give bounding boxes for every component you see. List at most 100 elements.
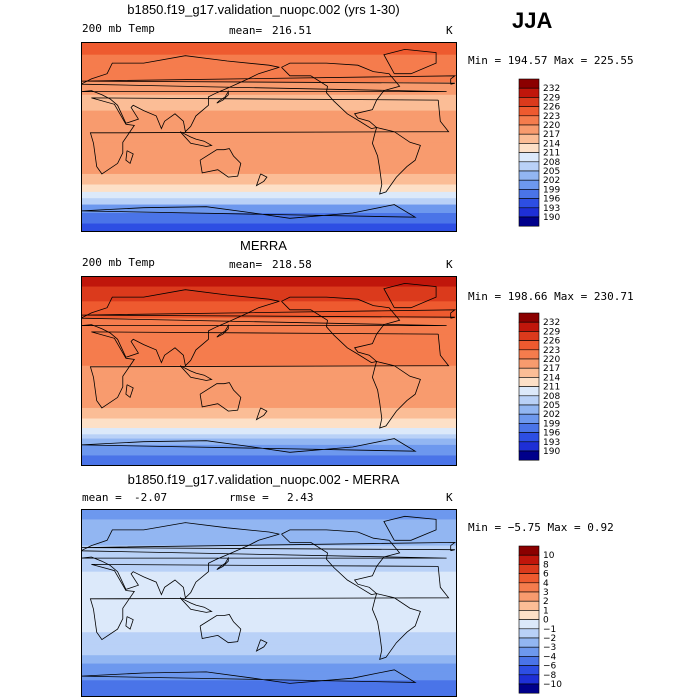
panel-1-colorbar-swatch — [518, 198, 540, 209]
panel-3-colorbar-swatch — [518, 554, 540, 565]
panel-3-colorbar-swatch — [518, 637, 540, 648]
panel-2-coastline — [81, 289, 447, 367]
panel-1-colorbar-label: 229 — [543, 93, 560, 103]
panel-2-colorbar-swatch — [518, 349, 540, 360]
panel-3-colorbar-swatch — [518, 610, 540, 620]
panel-3-band — [81, 603, 457, 620]
panel-3-colorbar-swatch — [518, 600, 540, 611]
panel-3-colorbar-label: −3 — [543, 643, 556, 653]
panel-1-frame — [81, 42, 457, 232]
panel-3-coastline — [281, 529, 401, 596]
panel-3-coastline — [371, 593, 421, 661]
panel-3-minmax: Min = −5.75 Max = 0.92 — [468, 521, 614, 534]
panel-2-minmax: Min = 198.66 Max = 230.71 — [468, 290, 634, 303]
panel-2-band — [81, 418, 457, 429]
panel-2-coastline — [179, 365, 213, 381]
panel-1-band — [81, 184, 457, 193]
panel-3-colorbar-swatch — [518, 646, 540, 657]
panel-3-colorbar-swatch — [518, 656, 540, 666]
panel-2-colorbar-label: 205 — [543, 401, 560, 411]
panel-1-units: K — [446, 24, 453, 37]
panel-2-coastline — [255, 407, 268, 421]
panel-2-coastline — [199, 382, 242, 412]
panel-3-colorbar-label: 6 — [543, 570, 549, 580]
panel-1-band — [81, 82, 457, 96]
panel-3-colorbar-swatch — [518, 674, 540, 685]
panel-2-coastline — [89, 331, 450, 409]
panel-1-band — [81, 191, 457, 199]
panel-3-map — [81, 509, 457, 697]
panel-2-colorbar-label: 232 — [543, 318, 560, 328]
panel-3-coastline — [179, 597, 213, 613]
panel-2-band — [81, 334, 457, 351]
panel-2-band — [81, 428, 457, 435]
panel-3-coastline — [255, 639, 268, 652]
panel-1-coastline — [371, 127, 421, 195]
panel-3-colorbar-label: −10 — [543, 680, 562, 690]
panel-3-coastline — [81, 669, 417, 684]
panel-1-colorbar-swatch — [518, 133, 540, 144]
panel-3-colorbar-swatch — [518, 564, 540, 574]
panel-1-coastline — [199, 148, 242, 178]
panel-1-coastline — [125, 150, 134, 165]
panel-1-colorbar-label: 196 — [543, 195, 560, 205]
panel-3-units: K — [446, 491, 453, 504]
panel-2-variable-label: 200 mb Temp — [82, 256, 155, 269]
panel-2-map — [81, 276, 457, 466]
panel-1-band — [81, 94, 457, 112]
panel-1-minmax: Min = 194.57 Max = 225.55 — [468, 54, 634, 67]
panel-1-colorbar-label: 220 — [543, 121, 560, 131]
panel-1-coastline — [383, 48, 437, 75]
panel-2-band — [81, 318, 457, 335]
panel-1-colorbar-label: 193 — [543, 204, 560, 214]
panel-1-band — [81, 223, 457, 232]
panel-1-colorbar-swatch — [518, 152, 540, 163]
panel-2-band — [81, 349, 457, 367]
panel-1-coastline — [81, 204, 417, 219]
panel-1-band — [81, 126, 457, 143]
panel-2-band — [81, 397, 457, 409]
panel-1-band — [81, 42, 457, 56]
panel-2-colorbar-swatch — [518, 441, 540, 452]
panel-1-colorbar-label: 205 — [543, 167, 560, 177]
panel-1-coastline — [89, 97, 450, 175]
panel-3-band — [81, 571, 457, 588]
panel-2-band — [81, 286, 457, 302]
panel-1-coastline — [281, 62, 401, 130]
panel-3-coastline — [81, 522, 447, 599]
panel-2-band — [81, 365, 457, 383]
panel-3-colorbar-swatch — [518, 591, 540, 602]
panel-3-band — [81, 671, 457, 681]
panel-3-colorbar-label: −2 — [543, 634, 556, 644]
panel-2-colorbar-swatch — [518, 377, 540, 387]
panel-2-colorbar-swatch — [518, 404, 540, 415]
panel-2-colorbar-label: 196 — [543, 429, 560, 439]
panel-1-title: b1850.f19_g17.validation_nuopc.002 (yrs … — [127, 2, 400, 17]
panel-1-coastline — [216, 90, 229, 104]
panel-1-colorbar-label: 232 — [543, 84, 560, 94]
panel-3-colorbar-label: 4 — [543, 579, 549, 589]
panel-2-coastline — [216, 324, 229, 338]
panel-3-band — [81, 644, 457, 656]
panel-1-band — [81, 204, 457, 214]
panel-2-coastline — [81, 309, 457, 319]
panel-2-band — [81, 434, 457, 440]
panel-3-band — [81, 509, 457, 520]
panel-3-colorbar-label: −4 — [543, 652, 557, 662]
panel-2-units: K — [446, 258, 453, 271]
panel-2-band — [81, 455, 457, 466]
panel-1-band — [81, 54, 457, 68]
panel-3-band — [81, 519, 457, 533]
panel-2-colorbar-label: 214 — [543, 373, 560, 383]
panel-3-colorbar-swatch — [518, 573, 540, 584]
panel-3-colorbar-label: 10 — [543, 551, 555, 561]
panel-3-colorbar-swatch — [518, 582, 540, 593]
panel-1-colorbar-swatch — [518, 170, 540, 181]
panel-2-colorbar-swatch — [518, 367, 540, 378]
panel-3-band — [81, 618, 457, 633]
panel-1-coastline — [179, 131, 213, 147]
panel-3-colorbar-label: 0 — [543, 616, 549, 626]
panel-1-band — [81, 67, 457, 83]
panel-1-colorbar-label: 217 — [543, 130, 560, 140]
